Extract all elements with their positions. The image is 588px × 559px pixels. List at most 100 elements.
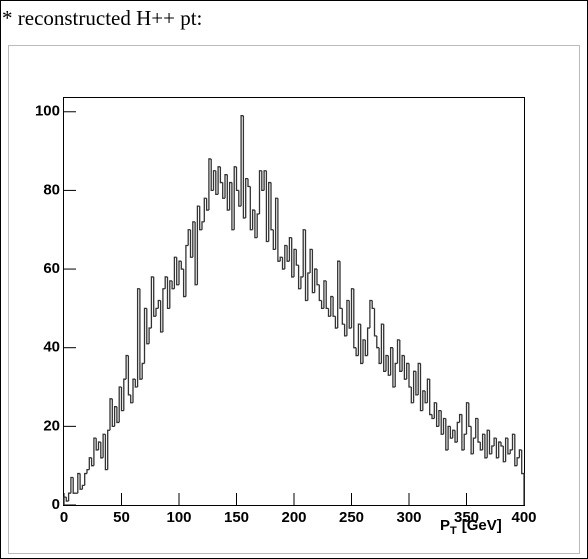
- histogram-bin: [387, 355, 391, 376]
- histogram-bin: [148, 327, 152, 344]
- histogram-bin: [378, 347, 382, 365]
- histogram-bin: [396, 339, 400, 364]
- histogram-bin: [493, 437, 497, 447]
- histogram-bin: [95, 438, 99, 451]
- histogram-bin: [383, 324, 386, 372]
- histogram-bin: [419, 363, 423, 412]
- histogram-bin: [97, 441, 101, 450]
- histogram-bin: [461, 414, 465, 451]
- histogram-bin: [422, 390, 426, 411]
- histogram-bin: [107, 429, 110, 470]
- histogram-bin: [194, 221, 198, 286]
- histogram-bin: [412, 370, 416, 403]
- histogram-bin: [93, 437, 97, 466]
- x-tick-label: 200: [281, 509, 306, 526]
- histogram-bin: [293, 248, 297, 277]
- histogram-bin: [263, 170, 267, 191]
- histogram-bin: [431, 414, 435, 420]
- histogram-bin: [424, 390, 428, 404]
- histogram-bin: [304, 229, 308, 302]
- histogram-bin: [261, 170, 265, 192]
- histogram-bin: [309, 248, 313, 273]
- histogram-bin: [272, 229, 276, 251]
- histogram-bin: [357, 323, 361, 356]
- histogram-bin: [297, 265, 301, 290]
- histogram-bin: [417, 362, 421, 395]
- histogram-bin: [268, 181, 271, 242]
- histogram-bin: [171, 280, 175, 290]
- histogram-bin: [369, 299, 373, 329]
- histogram-bin: [316, 269, 320, 286]
- histogram-bin: [70, 476, 74, 494]
- histogram-bin: [77, 472, 81, 494]
- histogram-bin: [332, 296, 336, 317]
- histogram-bin: [219, 166, 223, 184]
- histogram-bin: [222, 182, 225, 199]
- histogram-bin: [86, 468, 90, 474]
- histogram-bin: [291, 237, 294, 278]
- histogram-bin: [132, 378, 136, 403]
- histogram-bin: [442, 417, 446, 435]
- histogram-bin: [348, 300, 352, 329]
- histogram-bin: [67, 492, 71, 502]
- histogram-bin: [199, 206, 202, 231]
- histogram-bin: [231, 182, 235, 231]
- histogram-bin: [173, 256, 177, 289]
- histogram-bin: [212, 170, 216, 191]
- histogram-bin: [408, 363, 412, 388]
- histogram-bin: [180, 261, 184, 270]
- histogram-bin: [343, 324, 347, 337]
- histogram-bin: [380, 323, 384, 364]
- histogram-bin: [410, 387, 414, 404]
- histogram-bin: [134, 379, 138, 388]
- x-tick-label: 0: [60, 509, 68, 526]
- histogram-bin: [385, 354, 389, 372]
- histogram-bin: [169, 280, 173, 309]
- histogram-bin: [265, 170, 269, 243]
- histogram-bin: [224, 174, 228, 199]
- histogram-bin: [350, 288, 354, 329]
- histogram-bin: [514, 434, 518, 467]
- histogram-bin: [435, 402, 439, 428]
- histogram-bin: [146, 308, 150, 345]
- histogram-bin: [507, 438, 511, 455]
- histogram-bin: [187, 229, 191, 246]
- histogram-bin: [307, 272, 311, 301]
- histogram-bin: [518, 449, 522, 458]
- histogram-bin: [240, 115, 244, 207]
- histogram-bin: [447, 425, 451, 450]
- histogram-bin: [196, 205, 200, 285]
- histogram-bin: [251, 209, 255, 230]
- histogram-bin: [456, 421, 460, 443]
- histogram-bin: [88, 457, 92, 470]
- histogram-bin: [256, 213, 260, 238]
- histogram-bin: [245, 177, 248, 218]
- histogram-bin: [242, 115, 246, 219]
- histogram-bin: [481, 433, 485, 450]
- histogram-bin: [325, 280, 329, 310]
- histogram-bin: [330, 295, 334, 317]
- histogram-bin: [203, 197, 207, 222]
- histogram-bin: [484, 434, 488, 459]
- histogram-bin: [189, 229, 193, 258]
- histogram-bin: [403, 355, 407, 380]
- x-tick-label: 350: [454, 509, 479, 526]
- histogram-bin: [470, 426, 474, 455]
- histogram-bin: [90, 457, 94, 467]
- histogram-bin: [327, 308, 331, 317]
- histogram-bin: [502, 446, 506, 463]
- x-label-unit: [GeV]: [462, 517, 502, 534]
- histogram-bin: [157, 299, 161, 309]
- histogram-bin: [406, 362, 409, 380]
- histogram-bin: [488, 430, 492, 455]
- histogram-bin: [164, 276, 168, 289]
- histogram-bin: [109, 398, 113, 431]
- histogram-bin: [364, 339, 368, 357]
- histogram-bin: [318, 284, 322, 302]
- histogram-bin: [389, 347, 393, 376]
- histogram-bin: [346, 299, 350, 336]
- histogram-bin: [136, 288, 140, 388]
- histogram-bin: [438, 409, 442, 427]
- histogram-bin: [102, 433, 106, 458]
